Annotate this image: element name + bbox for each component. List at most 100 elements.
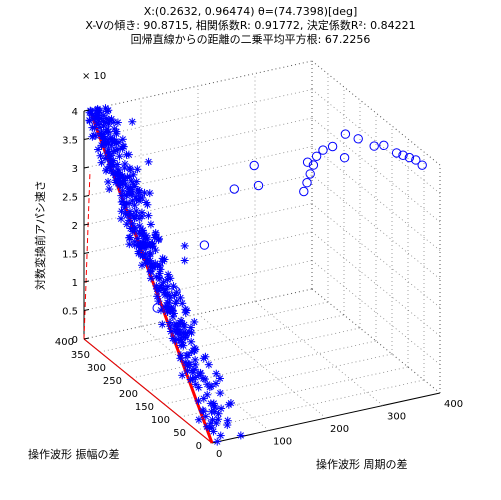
star-point [115, 152, 124, 161]
floor-grid-y [195, 379, 425, 431]
star-point [166, 327, 175, 336]
star-point [146, 274, 155, 283]
z-tick-label: 2.5 [62, 193, 78, 204]
star-point [188, 368, 197, 377]
star-point [106, 133, 115, 142]
star-point [211, 379, 220, 388]
star-point [155, 234, 164, 243]
star-point [169, 282, 178, 291]
star-point [104, 177, 113, 186]
star-point [226, 399, 235, 408]
star-point [117, 214, 126, 223]
circle-point [353, 134, 363, 144]
z-tick-label: 1 [72, 278, 78, 289]
star-point [180, 241, 189, 250]
star-point [199, 354, 208, 363]
star-point [142, 198, 151, 207]
star-point [158, 257, 167, 266]
star-point [125, 240, 134, 249]
backwall-grid-z [83, 260, 313, 311]
circle-point [171, 286, 181, 296]
star-point [137, 243, 146, 252]
star-point [199, 407, 208, 416]
circle-point [417, 160, 427, 170]
star-point [181, 305, 190, 314]
circle-point [391, 148, 402, 158]
star-point [143, 235, 152, 244]
floor-grid-y [131, 327, 361, 379]
star-point [105, 185, 114, 194]
y-tick-label: 400 [55, 337, 74, 348]
star-point [190, 317, 199, 326]
y-tick-label: 350 [71, 350, 90, 361]
star-point [186, 323, 195, 332]
z-tick-mark [83, 280, 90, 283]
star-point [187, 337, 196, 346]
star-point [181, 329, 190, 338]
star-point [194, 383, 203, 392]
star-point [101, 138, 110, 147]
z-tick-mark [83, 109, 90, 112]
star-point [125, 187, 134, 196]
star-point [161, 285, 170, 294]
star-point [183, 361, 192, 370]
star-point [216, 431, 225, 440]
star-point [104, 106, 113, 115]
circle-point [299, 186, 309, 197]
z-tick-label: 2 [72, 221, 78, 232]
star-point [191, 355, 200, 364]
star-point [122, 220, 131, 229]
star-point [152, 272, 161, 281]
star-point [166, 274, 175, 283]
star-point [110, 125, 119, 134]
z-tick-label: 0.5 [62, 307, 78, 318]
circle-point [308, 160, 319, 170]
star-point [204, 360, 213, 369]
circle-point [199, 240, 210, 250]
floor-grid-y [163, 353, 393, 405]
star-point [168, 312, 177, 321]
star-point [178, 371, 187, 380]
floor-grid-y [147, 340, 377, 392]
star-point [133, 165, 142, 174]
star-point [119, 174, 128, 183]
star-point [106, 160, 115, 169]
star-point [199, 394, 208, 403]
star-point [143, 200, 152, 209]
backwall-grid-z [83, 117, 313, 169]
star-point [205, 383, 214, 392]
star-point [97, 158, 106, 167]
star-point [123, 172, 132, 181]
star-point [145, 189, 154, 198]
star-point [206, 419, 215, 428]
backwall-grid-z [83, 231, 313, 283]
star-point [97, 129, 106, 138]
circle-point [253, 180, 264, 191]
star-point [158, 320, 167, 329]
x-tick-label: 300 [387, 412, 406, 423]
y-tick-label: 200 [119, 389, 138, 400]
star-point [196, 368, 205, 377]
circle-point [411, 155, 421, 165]
star-point [124, 150, 133, 159]
star-point [128, 227, 137, 236]
star-point [114, 145, 123, 154]
regression-floor-projection [83, 338, 213, 444]
z-multiplier-label: × 10 [82, 71, 106, 82]
star-point [163, 307, 172, 316]
star-points-group [85, 104, 245, 446]
regression-wall-projection [83, 170, 91, 340]
star-point [223, 416, 232, 425]
star-point [127, 176, 136, 185]
z-tick-mark [83, 138, 90, 140]
star-point [217, 404, 226, 413]
star-point [178, 299, 187, 308]
circle-point [318, 145, 328, 155]
star-point [144, 211, 153, 220]
star-point [113, 118, 122, 127]
star-point [200, 375, 209, 384]
star-point [146, 220, 155, 229]
star-point [94, 108, 103, 117]
x-tick-label: 100 [273, 437, 292, 448]
